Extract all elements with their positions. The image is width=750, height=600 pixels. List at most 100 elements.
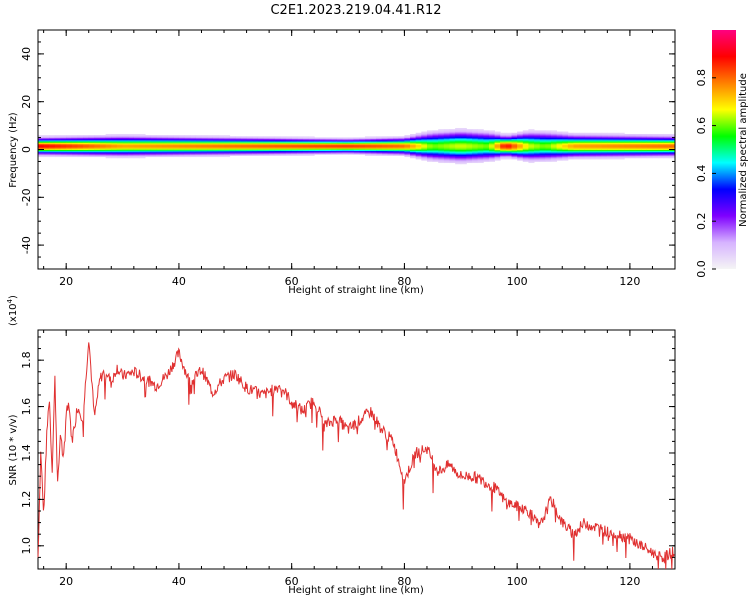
colorbar-ticks: 0.00.20.40.60.8 (695, 69, 716, 278)
spectrogram-cell (612, 155, 620, 158)
spectrogram-cell (528, 135, 535, 137)
spectrogram-cell (370, 151, 377, 154)
spectrogram-cell (167, 137, 174, 140)
spectrogram-cell (590, 149, 597, 152)
spectrogram-cell (184, 151, 191, 154)
spectrogram-cell (658, 142, 665, 144)
spectrogram-cell (641, 155, 648, 158)
spectrogram-cell (195, 141, 202, 143)
spectrogram-cell (376, 147, 383, 149)
spectrogram-cell (618, 157, 625, 160)
spectrogram-cell (511, 135, 518, 137)
spectrogram-cell (156, 139, 163, 142)
spectrogram-cell (269, 145, 276, 148)
spectrogram-cell (88, 138, 95, 141)
spectrogram-cell (49, 145, 56, 148)
spectrogram-cell (652, 151, 659, 154)
spectrogram-cell (658, 138, 665, 141)
spectrogram-cell (77, 139, 84, 142)
spectrogram-cell (94, 138, 101, 141)
spectrogram-cell (156, 150, 163, 153)
spectrogram-cell (432, 155, 439, 158)
spectrogram-cell (618, 147, 625, 149)
spectrogram-cell (145, 153, 152, 155)
spectrogram-cell (562, 132, 569, 135)
spectrogram-cell (224, 151, 231, 154)
spectrogram-cell (550, 144, 558, 147)
spectrogram-cell (145, 150, 152, 153)
spectrogram-cell (246, 148, 253, 150)
spectrogram-cell (607, 132, 614, 135)
spectrogram-cell (432, 135, 439, 137)
spectrogram-cell (195, 145, 202, 148)
spectrogram-cell (342, 138, 349, 141)
spectrogram-cell (573, 151, 580, 154)
spectrogram-cell (83, 150, 90, 153)
spectrogram-cell (426, 150, 433, 153)
spectrogram-cell (66, 139, 73, 142)
spectrogram-cell (618, 132, 625, 135)
spectrogram-cell (550, 135, 558, 137)
spectrogram-cell (173, 148, 180, 150)
spectrogram-cell (201, 138, 208, 141)
spectrogram-cell (601, 132, 608, 135)
spectrogram-cell (517, 138, 524, 141)
spectrogram-cell (325, 143, 332, 146)
spectrogram-cell (539, 151, 546, 154)
spectrogram-cell (545, 135, 552, 137)
spectrogram-cell (66, 137, 73, 140)
spectrogram-cell (415, 139, 422, 142)
spectrogram-cell (235, 148, 242, 150)
spectrogram-cell (212, 148, 219, 150)
spectrogram-cell (658, 133, 665, 136)
spectrogram-cell (460, 149, 467, 152)
spectrogram-cell (522, 157, 529, 160)
spectrogram-cell (415, 157, 422, 160)
spectrogram-cell (483, 149, 490, 152)
spectrogram-cell (460, 141, 467, 143)
spectrogram-cell (224, 150, 231, 153)
spectrogram-cell (240, 153, 247, 155)
spectrogram-cell (387, 148, 394, 150)
spectrogram-cell (584, 142, 591, 144)
spectrogram-cell (173, 137, 180, 140)
spectrogram-cell (460, 148, 467, 150)
spectrogram-cell (235, 153, 242, 155)
spectrogram-cell (325, 138, 332, 141)
spectrogram-cell (156, 145, 163, 148)
spectrogram-cell (60, 149, 67, 152)
spectrogram-cell (635, 147, 642, 149)
spectrogram-cell (212, 137, 219, 140)
spectrogram-cell (488, 159, 496, 161)
spectrogram-cell (522, 149, 529, 152)
spectrogram-cell (286, 143, 293, 146)
spectrogram-cell (641, 142, 648, 144)
spectrogram-cell (133, 139, 140, 142)
spectrogram-cell (207, 144, 214, 147)
spectrogram-cell (534, 159, 541, 161)
spectrogram-cell (94, 154, 101, 156)
spectrogram-cell (43, 144, 50, 147)
spectrogram-cell (511, 147, 518, 149)
spectrogram-cell (646, 137, 653, 140)
spectrogram-cell (522, 141, 529, 143)
spectrogram-cell (269, 136, 276, 138)
spectrogram-cell (224, 142, 231, 144)
spectrogram-cell (488, 151, 496, 154)
spectrogram-cell (449, 147, 456, 149)
spectrogram-cell (460, 157, 467, 160)
spectrogram-cell (184, 145, 191, 148)
spectrogram-cell (116, 139, 123, 142)
spectrogram-cell (122, 147, 129, 149)
spectrogram-cell (438, 144, 445, 147)
spectrogram-cell (466, 159, 473, 161)
spectrogram-cell (308, 148, 315, 150)
spectrogram-cell (308, 154, 315, 156)
spectrogram-cell (522, 151, 529, 154)
spectrogram-cell (618, 137, 625, 140)
spectrogram-cell (477, 135, 484, 137)
spectrogram-cell (240, 151, 247, 154)
spectrogram-cell (54, 150, 61, 153)
spectrogram-cell (596, 154, 603, 156)
spectrogram-cell (607, 138, 614, 141)
